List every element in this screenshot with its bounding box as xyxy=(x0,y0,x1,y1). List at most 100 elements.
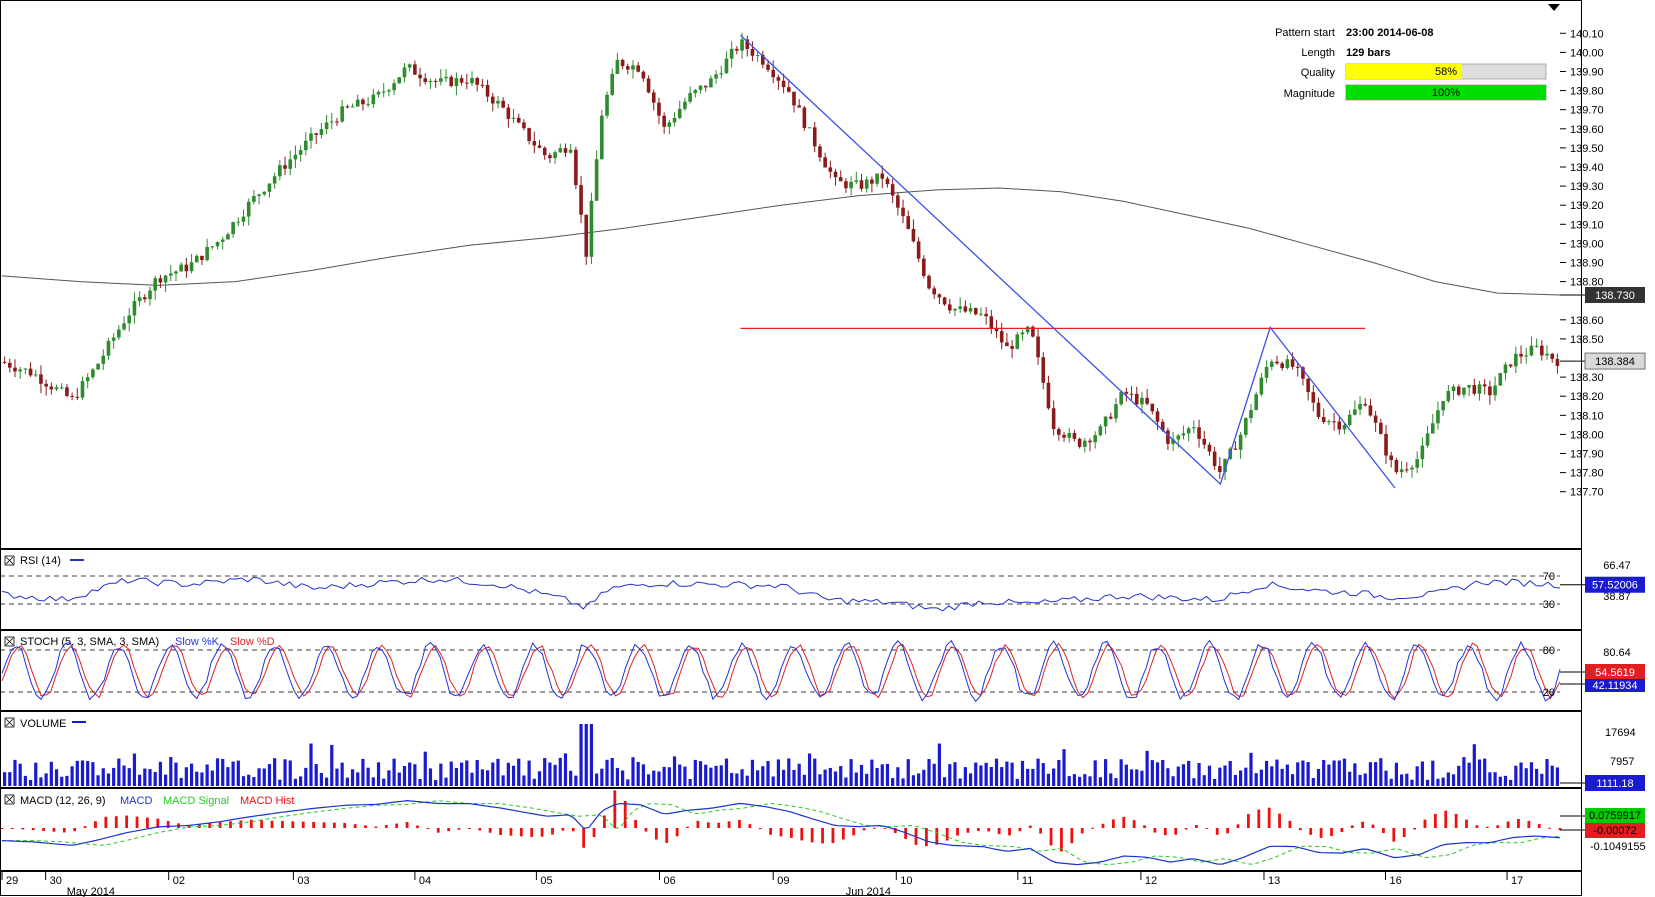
candle xyxy=(703,85,708,92)
candle xyxy=(771,60,776,84)
macd-hist-bar xyxy=(478,828,482,831)
macd-hist-bar xyxy=(1496,825,1500,828)
price-tick-label: 139.00 xyxy=(1570,238,1604,250)
macd-hist-last-label: -0.00072 xyxy=(1593,825,1636,837)
date-label: 30 xyxy=(50,875,62,887)
volume-bar xyxy=(548,762,552,786)
volume-bar xyxy=(558,757,562,786)
candle xyxy=(1218,457,1222,480)
volume-bar xyxy=(1202,775,1206,786)
candle xyxy=(454,72,459,96)
rsi-max-label: 66.47 xyxy=(1603,560,1631,572)
candle xyxy=(755,51,760,62)
candle xyxy=(1264,360,1269,383)
volume-bar xyxy=(527,760,531,786)
macd-hist-bar xyxy=(727,821,731,828)
candle xyxy=(1534,338,1539,348)
volume-bar xyxy=(366,767,370,786)
candle xyxy=(724,51,729,74)
volume-bar xyxy=(174,762,178,786)
candle xyxy=(1379,418,1383,435)
candle xyxy=(1358,396,1362,416)
candle xyxy=(18,366,22,379)
volume-bar xyxy=(1026,768,1030,786)
candle xyxy=(1394,457,1399,475)
volume-bar xyxy=(511,765,516,786)
candle xyxy=(319,122,324,139)
current-price-label: 138.384 xyxy=(1595,356,1635,368)
candle xyxy=(2,356,7,364)
volume-bar xyxy=(750,759,755,786)
price-tick-label: 139.70 xyxy=(1570,105,1604,117)
volume-bar xyxy=(423,751,427,786)
volume-bar xyxy=(371,777,375,786)
macd-hist-bar xyxy=(644,828,648,832)
candle xyxy=(1207,442,1212,456)
candle xyxy=(781,73,786,94)
volume-bar xyxy=(382,778,386,786)
volume-bar xyxy=(1015,778,1019,786)
candle xyxy=(257,193,261,205)
candle xyxy=(220,236,225,250)
candle xyxy=(70,392,74,401)
price-tick-label: 138.20 xyxy=(1570,391,1604,403)
candle xyxy=(1353,400,1357,416)
candle xyxy=(968,303,973,314)
collapse-arrow-icon[interactable] xyxy=(1548,4,1560,11)
candle xyxy=(714,70,718,84)
volume-bar xyxy=(1353,763,1357,786)
volume-bar xyxy=(122,765,126,786)
price-tick-label: 139.60 xyxy=(1570,124,1604,136)
volume-bar xyxy=(1166,768,1170,786)
volume-bar xyxy=(1067,776,1071,786)
candle xyxy=(1498,372,1503,386)
volume-bar xyxy=(1285,764,1289,786)
volume-bar xyxy=(1529,762,1534,786)
candle xyxy=(1316,397,1321,420)
volume-bar xyxy=(880,764,884,786)
candle xyxy=(1171,432,1175,451)
candle xyxy=(1103,415,1108,435)
volume-tick-low: 7957 xyxy=(1610,756,1634,768)
volume-bar xyxy=(1244,767,1248,786)
candle xyxy=(309,127,313,149)
macd-hist-bar xyxy=(353,824,357,828)
macd-hist-bar xyxy=(603,815,606,828)
volume-bar xyxy=(683,766,687,786)
candle xyxy=(340,100,344,123)
macd-hist-bar xyxy=(810,828,814,843)
volume-bar xyxy=(719,765,723,786)
macd-hist-bar xyxy=(758,828,762,830)
candle xyxy=(1083,438,1087,453)
volume-bar xyxy=(1415,766,1419,786)
candle xyxy=(106,337,111,360)
candle xyxy=(896,192,900,216)
candle xyxy=(620,58,625,70)
candle xyxy=(984,306,988,325)
candle xyxy=(1472,378,1477,396)
volume-title: VOLUME xyxy=(20,718,66,730)
macd-hist-bar xyxy=(312,821,315,828)
volume-bar xyxy=(678,764,682,786)
volume-bar xyxy=(885,764,890,786)
candle xyxy=(802,105,807,131)
volume-bar xyxy=(730,773,734,786)
volume-bar xyxy=(740,769,744,786)
candle xyxy=(880,165,885,189)
volume-bar xyxy=(148,769,152,786)
candle xyxy=(942,296,947,306)
macd-hist-bar xyxy=(281,821,284,828)
macd-hist-bar xyxy=(519,828,523,837)
macd-hist-bar xyxy=(561,828,565,831)
candle xyxy=(1332,412,1336,431)
candle xyxy=(387,88,391,97)
volume-bar xyxy=(1410,779,1414,786)
macd-legend: MACD xyxy=(120,795,152,807)
candle xyxy=(23,367,28,375)
volume-bar xyxy=(1488,772,1492,786)
volume-bar xyxy=(984,762,988,786)
volume-bar xyxy=(1550,765,1554,786)
candle xyxy=(1555,353,1560,374)
candle xyxy=(1295,362,1300,377)
macd-hist-bar xyxy=(665,828,669,843)
